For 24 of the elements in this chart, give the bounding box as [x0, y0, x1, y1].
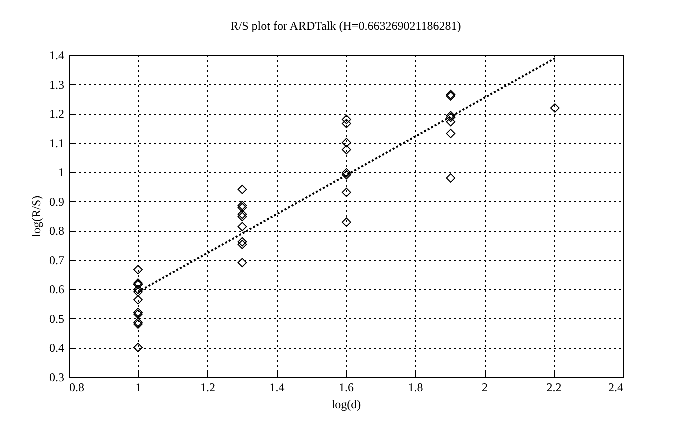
x-tick-label: 1.2 [200, 380, 216, 394]
x-tick-label: 1 [136, 380, 142, 394]
y-tick-label: 1 [58, 166, 64, 180]
y-tick-label: 1.3 [50, 78, 64, 92]
x-tick-label: 1.4 [270, 380, 285, 394]
chart-title: R/S plot for ARDTalk (H=0.663269021186281) [230, 19, 462, 33]
y-tick-label: 0.6 [50, 282, 64, 297]
x-axis-title: log(d) [332, 398, 362, 412]
y-tick-label: 0.4 [50, 341, 64, 356]
x-tick-label: 1.6 [339, 380, 354, 394]
x-tick-label: 2 [482, 380, 488, 394]
y-tick-label: 0.5 [50, 312, 64, 326]
y-tick-label: 1.4 [50, 48, 64, 62]
y-tick-label: 1.2 [50, 107, 64, 122]
x-tick-label: 1.8 [408, 380, 424, 394]
x-tick-label: 2.2 [546, 380, 562, 394]
y-axis-title: log(R/S) [30, 196, 44, 238]
y-tick-label: 0.8 [50, 224, 64, 238]
y-tick-label: 1.1 [50, 136, 64, 150]
y-tick-label: 0.3 [50, 370, 64, 384]
x-tick-label: 0.8 [70, 380, 84, 394]
y-tick-label: 0.9 [50, 194, 64, 209]
x-tick-label: 2.4 [608, 380, 624, 394]
y-tick-label: 0.7 [50, 253, 64, 268]
